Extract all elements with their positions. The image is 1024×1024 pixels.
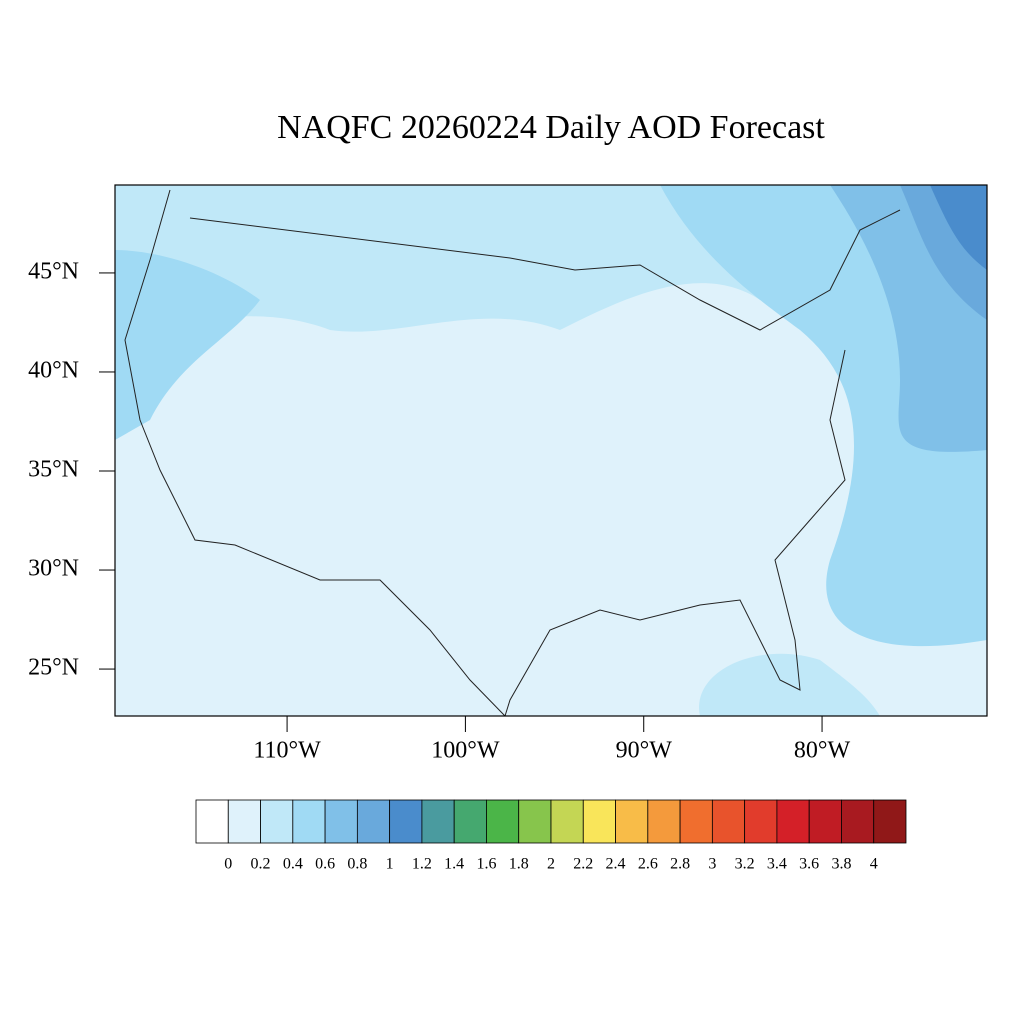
field-band — [115, 250, 260, 440]
colorbar-label: 1.8 — [509, 856, 529, 873]
x-tick-label: 110°W — [253, 738, 321, 764]
colorbar-box — [518, 799, 552, 844]
map-frame — [114, 184, 988, 717]
y-tick-label: 40°N — [28, 357, 79, 383]
colorbar-box — [421, 799, 455, 844]
colorbar-label: 3.6 — [799, 856, 819, 873]
colorbar-label: 1.2 — [412, 856, 432, 873]
colorbar-label: 3.2 — [735, 856, 755, 873]
colorbar-box — [453, 799, 487, 844]
y-tick-label: 45°N — [28, 258, 79, 284]
x-tick-label: 100°W — [431, 738, 500, 764]
colorbar-box — [356, 799, 391, 844]
coastline — [124, 189, 901, 716]
chart-title: NAQFC 20260224 Daily AOD Forecast — [277, 109, 825, 146]
colorbar-label: 2.8 — [670, 856, 690, 873]
colorbar-label: 0.8 — [347, 856, 367, 873]
field-band — [930, 185, 987, 270]
colorbar-label: 0.4 — [283, 856, 303, 873]
colorbar-label: 2.6 — [638, 856, 658, 873]
colorbar-box — [389, 799, 423, 844]
colorbar-box — [195, 799, 229, 844]
map-field — [115, 185, 987, 716]
colorbar-label: 2.2 — [573, 856, 593, 873]
colorbar-box — [324, 799, 358, 844]
colorbar-label: 1 — [386, 856, 394, 873]
colorbar-box — [679, 799, 713, 844]
colorbar-box — [582, 799, 616, 844]
colorbar-box — [873, 799, 907, 844]
colorbar-label: 3.8 — [831, 856, 851, 873]
y-tick-label: 25°N — [28, 655, 79, 681]
colorbar-box — [550, 799, 584, 844]
colorbar-label: 2.4 — [606, 856, 626, 873]
colorbar-label: 3.4 — [767, 856, 787, 873]
colorbar-box — [615, 799, 649, 844]
colorbar-label: 0 — [224, 856, 232, 873]
x-tick-label: 90°W — [616, 738, 673, 764]
colorbar-label: 3 — [708, 856, 716, 873]
colorbar-box — [647, 799, 681, 844]
colorbar-label: 1.6 — [476, 856, 496, 873]
colorbar-box — [486, 799, 520, 844]
y-tick-label: 30°N — [28, 556, 79, 582]
colorbar-box — [711, 799, 746, 844]
colorbar-box — [260, 799, 294, 844]
colorbar-box — [841, 799, 875, 844]
x-tick-label: 80°W — [794, 738, 851, 764]
y-tick-label: 35°N — [28, 456, 79, 482]
colorbar-label: 4 — [870, 856, 878, 873]
colorbar-box — [227, 799, 261, 844]
colorbar-label: 0.2 — [251, 856, 271, 873]
colorbar-label: 1.4 — [444, 856, 464, 873]
colorbar-box — [292, 799, 326, 844]
colorbar-box — [808, 799, 842, 844]
colorbar-box — [744, 799, 778, 844]
colorbar-label: 2 — [547, 856, 555, 873]
colorbar-label: 0.6 — [315, 856, 335, 873]
colorbar-box — [776, 799, 810, 844]
